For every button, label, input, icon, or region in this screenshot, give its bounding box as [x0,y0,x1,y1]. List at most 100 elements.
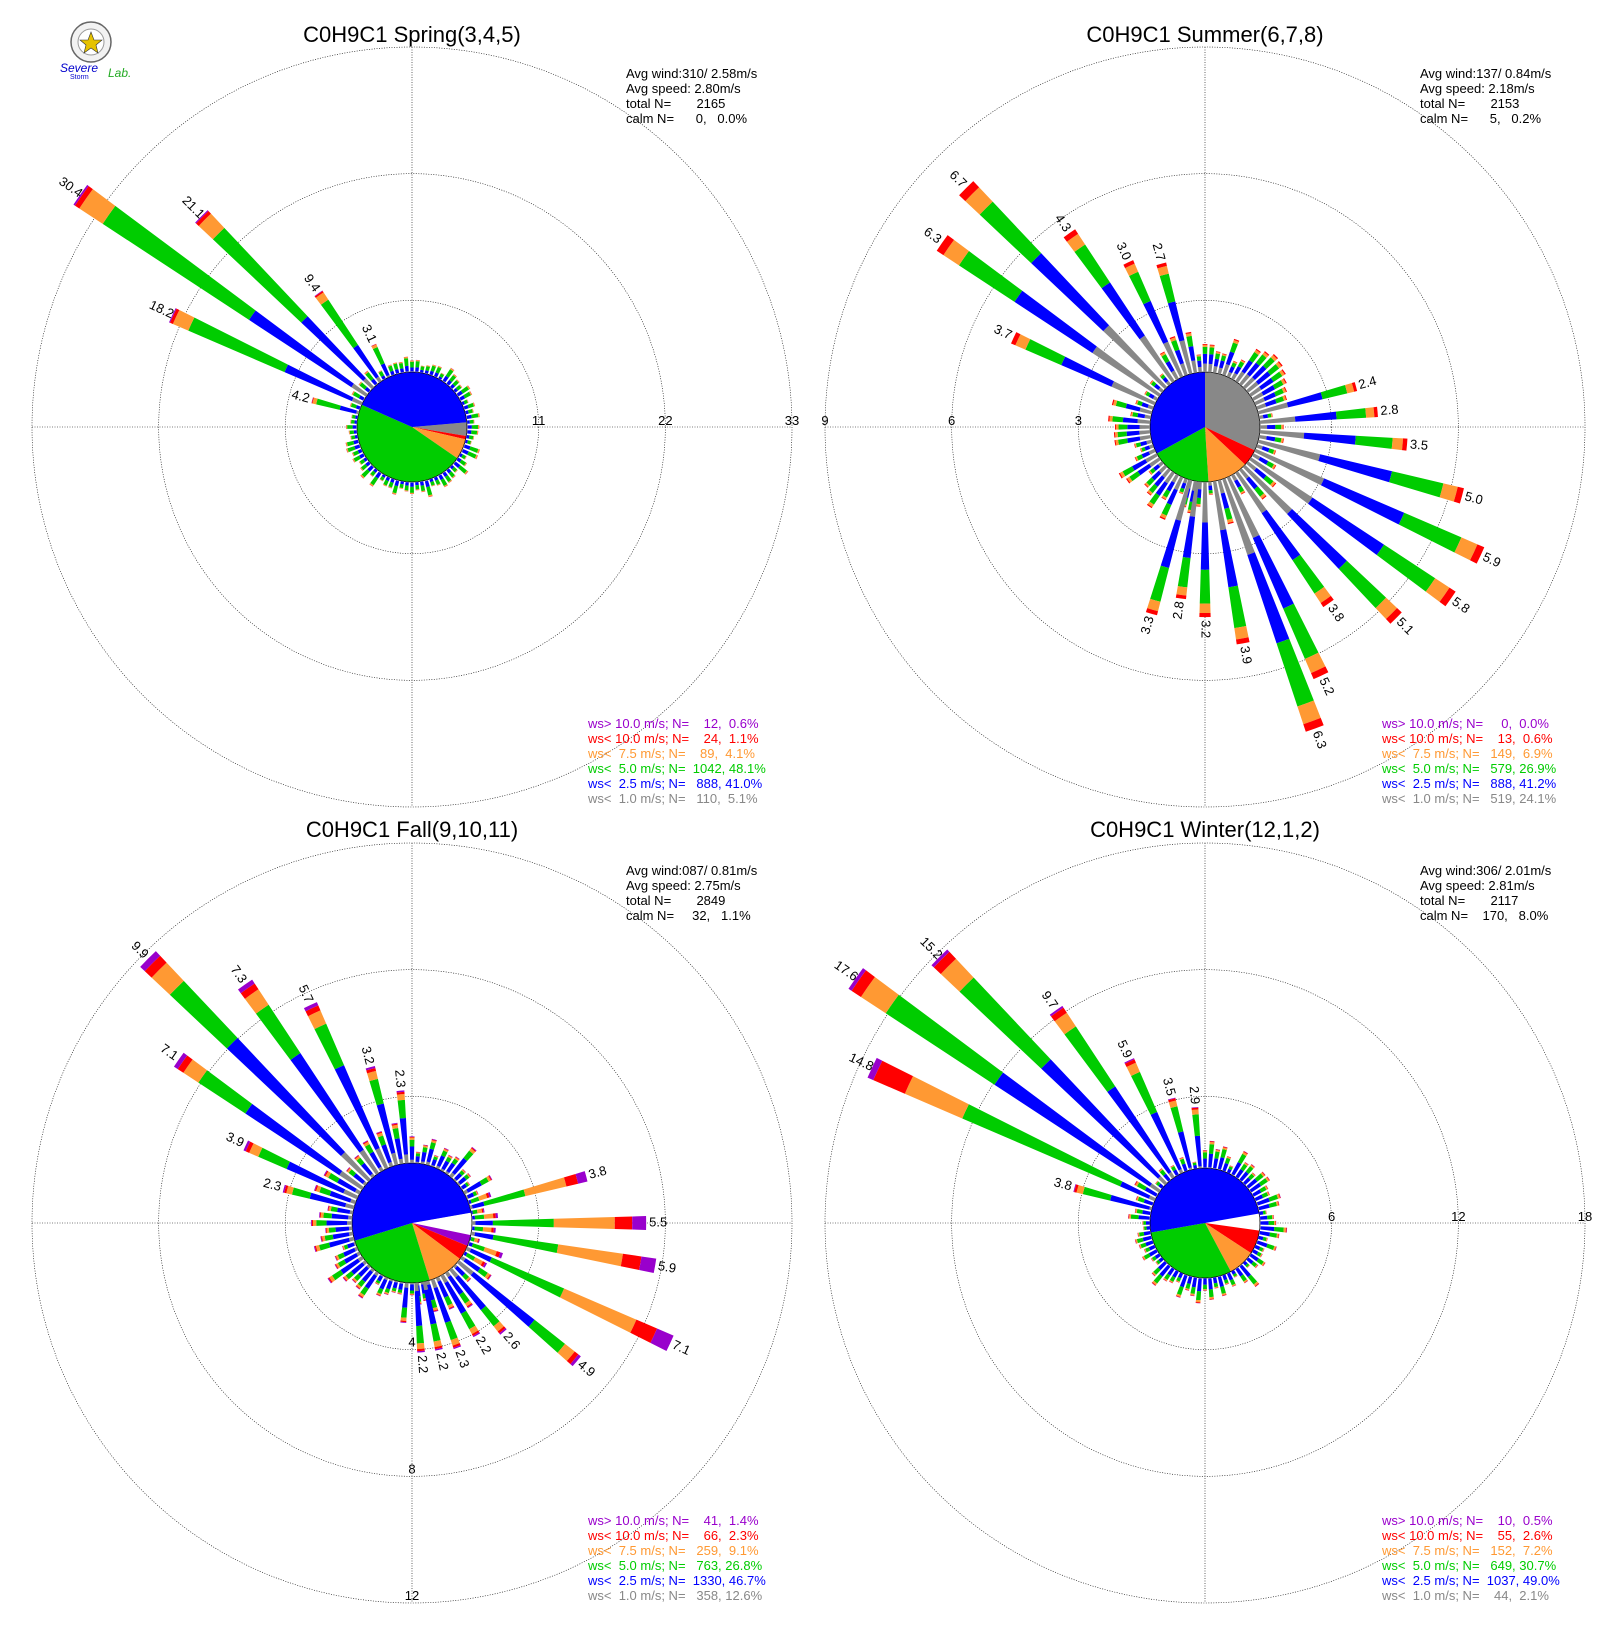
minor-petal [1184,1274,1188,1276]
minor-petal [473,436,475,440]
bar-segment [1226,476,1260,539]
bar-segment [1222,478,1255,555]
minor-petal [1266,1210,1267,1214]
minor-petal [346,448,348,453]
minor-petal [448,471,455,478]
bar-segment [255,1004,301,1060]
minor-petal [369,1151,382,1169]
minor-petal [1172,1270,1179,1278]
legend-entry: ws< 2.5 m/s; N= 888, 41.0% [587,776,763,791]
bar-segment [314,291,324,298]
minor-petal [348,1226,353,1231]
hub-slice [354,1223,430,1283]
bar-value-label: 3.2 [1199,620,1214,638]
minor-petal [435,1276,441,1282]
minor-petal [1142,1221,1144,1225]
bar-segment [1303,432,1356,445]
bar-segment [1398,512,1462,553]
minor-petal [319,1242,331,1251]
minor-petal [1149,493,1160,505]
hub-slice [412,422,467,436]
minor-petal [1217,1168,1222,1171]
bar-value-label: 2.8 [1169,600,1186,620]
minor-petal [431,1159,437,1166]
bar-value-label: 3.7 [992,321,1015,342]
minor-petal [410,486,414,493]
bar-segment [1182,516,1196,559]
minor-petal [1273,465,1277,470]
bar-segment [403,1154,409,1164]
minor-petal [469,391,472,396]
bar-value-label: 5.1 [1394,614,1417,637]
minor-petal [381,474,386,478]
bar-segment [1124,1058,1135,1064]
bar-segment [414,1291,423,1327]
minor-petal [478,413,480,418]
minor-petal [1270,354,1278,362]
minor-petal [467,385,471,389]
minor-petal [1116,424,1119,430]
minor-petal [360,475,364,479]
bar-segment [959,181,980,202]
minor-petal [476,430,479,435]
direction-bar-335: 5.7 [296,982,389,1170]
minor-petal [465,410,469,415]
minor-petal [348,1231,354,1236]
bar-segment [1160,519,1182,569]
minor-petal [466,434,470,439]
minor-petal [1176,1276,1182,1282]
minor-petal [1276,1193,1280,1199]
minor-petal [482,1208,485,1213]
minor-petal [1136,454,1144,461]
minor-petal [456,457,459,461]
minor-petal [350,1198,357,1205]
minor-petal [1209,1141,1215,1143]
minor-petal [382,473,386,476]
minor-petal [1261,1192,1269,1198]
minor-petal [1222,353,1227,356]
legend-entry: ws< 1.0 m/s; N= 519, 24.1% [1381,791,1557,806]
bar-segment [1129,271,1151,305]
ring-label-1: 11 [532,413,546,428]
minor-petal [1184,1289,1190,1291]
minor-petal [1265,1177,1270,1182]
minor-petal [1251,1193,1254,1197]
minor-petal [1266,436,1276,442]
minor-petal [382,484,387,487]
minor-petal [1150,380,1154,385]
minor-petal [350,435,352,440]
minor-petal [313,1246,317,1252]
minor-petal [415,371,419,373]
bar-value-label: 7.1 [670,1337,693,1358]
bar-segment [1242,464,1293,515]
bar-segment [359,1149,380,1175]
minor-petal [351,414,356,419]
minor-petal [467,1181,470,1186]
minor-petal [391,493,396,495]
direction-bar-75: 3.8 [469,1163,608,1210]
bar-segment [943,239,969,266]
bar-segment [450,1337,460,1346]
bar-segment [309,1192,347,1208]
minor-petal [1197,1278,1202,1292]
minor-petal [1145,453,1159,463]
minor-petal [1191,360,1198,374]
minor-petal [444,1170,450,1175]
minor-petal [447,1303,454,1309]
minor-petal [1214,1287,1219,1289]
bar-segment [1235,471,1267,514]
minor-petal [472,435,474,440]
bar-segment [1092,346,1161,397]
minor-petal [348,1236,355,1242]
minor-petal [1175,1174,1179,1177]
minor-petal [387,364,392,367]
minor-petal [398,362,403,364]
minor-petal [1160,352,1166,357]
minor-petal [1262,1171,1266,1176]
minor-petal [350,403,357,409]
minor-petal [466,1181,470,1186]
minor-petal [364,1144,374,1155]
minor-petal [1203,363,1207,373]
minor-petal [1138,1215,1150,1220]
